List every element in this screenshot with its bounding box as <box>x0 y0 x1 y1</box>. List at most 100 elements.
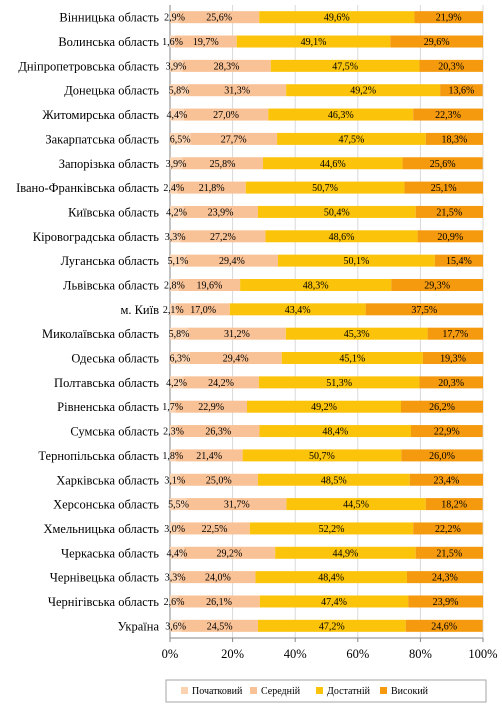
bar-segment <box>183 205 258 218</box>
bar-segment <box>170 230 181 243</box>
bar-segment <box>182 157 263 170</box>
bar-segment <box>405 619 483 632</box>
data-label: 44,5% <box>343 500 369 511</box>
x-tick-label: 20% <box>221 647 244 661</box>
category-label: Житомирська область <box>42 108 159 122</box>
gridlines <box>169 5 484 642</box>
data-label: 3,0% <box>164 524 185 535</box>
data-label: 4,2% <box>166 207 187 218</box>
category-label: Харківська область <box>56 473 159 487</box>
bar-segment <box>179 11 260 24</box>
data-label: 29,4% <box>219 256 245 267</box>
data-label: 50,1% <box>343 256 369 267</box>
bar-segment <box>409 473 483 486</box>
category-label: Тернопільська область <box>38 449 159 463</box>
data-label: 29,3% <box>424 280 450 291</box>
bar-segment <box>246 400 401 413</box>
bar-segment <box>404 181 483 194</box>
bar-segment <box>434 254 483 267</box>
data-label: 2,9% <box>164 13 185 24</box>
category-label: Сумська область <box>70 425 159 439</box>
bar-segment <box>257 619 406 632</box>
data-label: 44,6% <box>320 159 346 170</box>
category-label: Запорізька область <box>59 157 160 171</box>
bar-segment <box>427 327 483 340</box>
data-label: 2,4% <box>163 183 184 194</box>
legend-label: Високий <box>391 686 429 697</box>
data-label: 31,7% <box>224 500 250 511</box>
data-label: 29,6% <box>424 37 450 48</box>
data-label: 25,6% <box>206 13 232 24</box>
bar-segment <box>183 376 259 389</box>
x-tick-label: 60% <box>346 647 369 661</box>
data-label: 48,5% <box>321 475 347 486</box>
data-label: 47,5% <box>338 134 364 145</box>
bar-segment <box>275 546 416 559</box>
bar-segment <box>391 278 483 291</box>
data-label: 26,1% <box>206 597 232 608</box>
data-label: 27,2% <box>210 232 236 243</box>
bar-segment <box>187 498 287 511</box>
bar-segment <box>425 132 483 145</box>
bar-segment <box>277 254 435 267</box>
data-label: 3,9% <box>166 159 187 170</box>
bar-segment <box>419 59 483 72</box>
bar-segment <box>242 449 402 462</box>
bar-segment <box>413 108 483 121</box>
category-label: Одеська область <box>71 352 159 366</box>
x-tick-label: 100% <box>468 647 497 661</box>
bar-segment <box>415 546 483 559</box>
bar-segment <box>170 157 183 170</box>
data-label: 6,5% <box>170 134 191 145</box>
bar-segment <box>170 425 178 438</box>
bar-segment <box>181 619 258 632</box>
bar-segment <box>170 278 179 291</box>
data-label: 50,4% <box>324 207 350 218</box>
data-label: 4,4% <box>166 548 187 559</box>
data-label: 49,1% <box>301 37 327 48</box>
data-label: 4,4% <box>166 110 187 121</box>
bar-segment <box>440 84 483 97</box>
bar-segment <box>229 303 366 316</box>
data-label: 24,5% <box>207 621 233 632</box>
bar-segment <box>170 449 176 462</box>
data-label: 37,5% <box>411 305 437 316</box>
data-label: 25,6% <box>430 159 456 170</box>
category-label: Черкаська область <box>61 546 159 560</box>
legend-label: Достатній <box>327 686 371 697</box>
bar-segment <box>170 254 186 267</box>
bar-segment <box>411 425 483 438</box>
data-label: 3,3% <box>165 573 186 584</box>
legend-label: Початковий <box>192 686 243 697</box>
bar-segment <box>417 230 483 243</box>
bar-series-group <box>170 11 484 632</box>
data-label: 26,0% <box>429 451 455 462</box>
data-label: 15,4% <box>446 256 472 267</box>
data-label: 1,8% <box>162 451 183 462</box>
bar-segment <box>190 132 278 145</box>
x-axis-ticks: 0% 20% 40% 60% 80% 100% <box>162 647 498 661</box>
data-label: 18,3% <box>441 134 467 145</box>
bar-segment <box>257 205 416 218</box>
data-label: 20,9% <box>437 232 463 243</box>
bar-segment <box>188 84 287 97</box>
data-label: 28,3% <box>214 61 240 72</box>
bar-segment <box>182 59 271 72</box>
bar-segment <box>245 181 405 194</box>
data-label: 5,8% <box>169 86 190 97</box>
bar-segment <box>175 35 237 48</box>
category-label: Закарпатська область <box>45 132 159 146</box>
data-label: 3,3% <box>165 232 186 243</box>
data-label: 22,9% <box>434 427 460 438</box>
bar-segment <box>170 352 190 365</box>
bar-segment <box>415 205 483 218</box>
data-label: 49,6% <box>324 13 350 24</box>
legend-label: Середній <box>261 686 301 697</box>
data-label: 3,9% <box>166 61 187 72</box>
data-label: 21,5% <box>436 207 462 218</box>
category-label: Львівська область <box>63 278 159 292</box>
data-label: 22,3% <box>435 110 461 121</box>
data-label: 2,3% <box>163 427 184 438</box>
bar-segment <box>255 571 407 584</box>
category-labels-group: Вінницька область Волинська область Дніпро… <box>16 11 159 634</box>
